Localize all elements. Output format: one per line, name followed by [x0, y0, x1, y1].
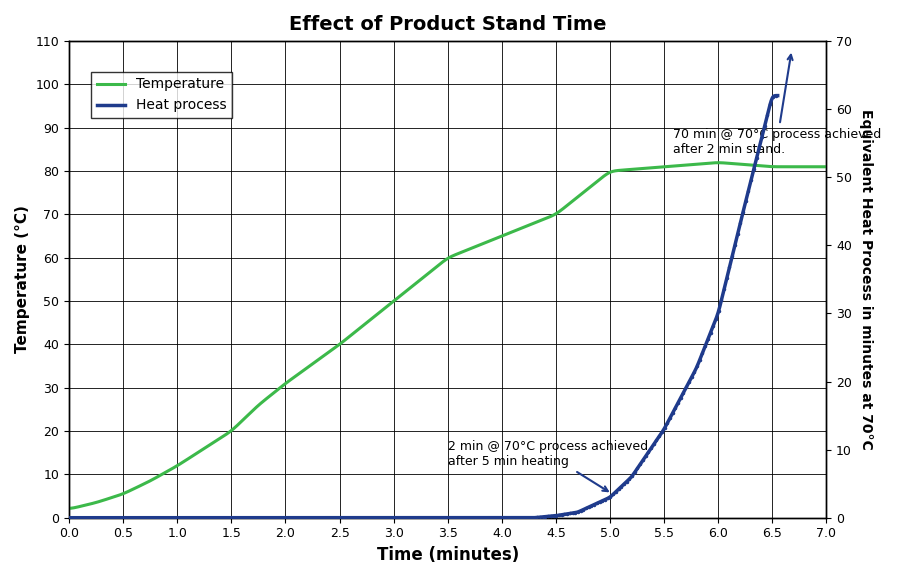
Legend: Temperature, Heat process: Temperature, Heat process: [92, 72, 232, 118]
Title: Effect of Product Stand Time: Effect of Product Stand Time: [289, 15, 607, 34]
X-axis label: Time (minutes): Time (minutes): [376, 546, 519, 564]
Y-axis label: Temperature (°C): Temperature (°C): [15, 206, 30, 353]
Y-axis label: Equivalent Heat Process in minutes at 70°C: Equivalent Heat Process in minutes at 70…: [859, 109, 873, 450]
Text: 2 min @ 70°C process achieved
after 5 min heating: 2 min @ 70°C process achieved after 5 mi…: [448, 439, 648, 491]
Text: 70 min @ 70°C process achieved
after 2 min stand.: 70 min @ 70°C process achieved after 2 m…: [673, 55, 881, 156]
